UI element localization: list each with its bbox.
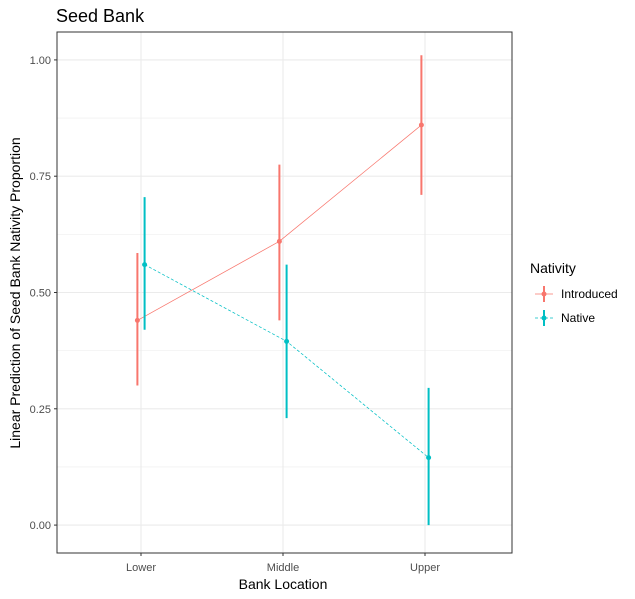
x-tick-label: Lower (126, 562, 156, 574)
data-point-introduced (418, 122, 424, 128)
y-tick-label: 0.25 (30, 404, 51, 416)
legend-key-point-introduced (541, 291, 547, 297)
legend-label-introduced: Introduced (561, 287, 618, 301)
chart-title: Seed Bank (56, 6, 145, 26)
y-tick-label: 0.50 (30, 288, 51, 300)
legend-label-native: Native (561, 311, 595, 325)
x-axis-title: Bank Location (239, 576, 328, 592)
legend-key-point-native (541, 315, 547, 321)
y-axis: 0.00 0.25 0.50 0.75 1.00 (30, 55, 57, 532)
data-point-introduced (134, 317, 140, 323)
grid-minor (57, 117, 512, 468)
x-tick-label: Upper (410, 562, 440, 574)
data-point-native (426, 455, 432, 461)
x-axis: Lower Middle Upper (126, 553, 440, 574)
y-tick-label: 1.00 (30, 55, 51, 67)
x-tick-label: Middle (267, 562, 299, 574)
data-point-native (142, 262, 148, 268)
legend: Nativity Introduced Native (530, 260, 618, 326)
grid-major (57, 32, 512, 553)
y-axis-title: Linear Prediction of Seed Bank Nativity … (7, 137, 23, 448)
series-layer (134, 55, 432, 526)
data-point-introduced (276, 238, 282, 244)
data-point-native (284, 338, 290, 344)
y-tick-label: 0.00 (30, 520, 51, 532)
y-tick-label: 0.75 (30, 171, 51, 183)
legend-title: Nativity (530, 260, 576, 276)
